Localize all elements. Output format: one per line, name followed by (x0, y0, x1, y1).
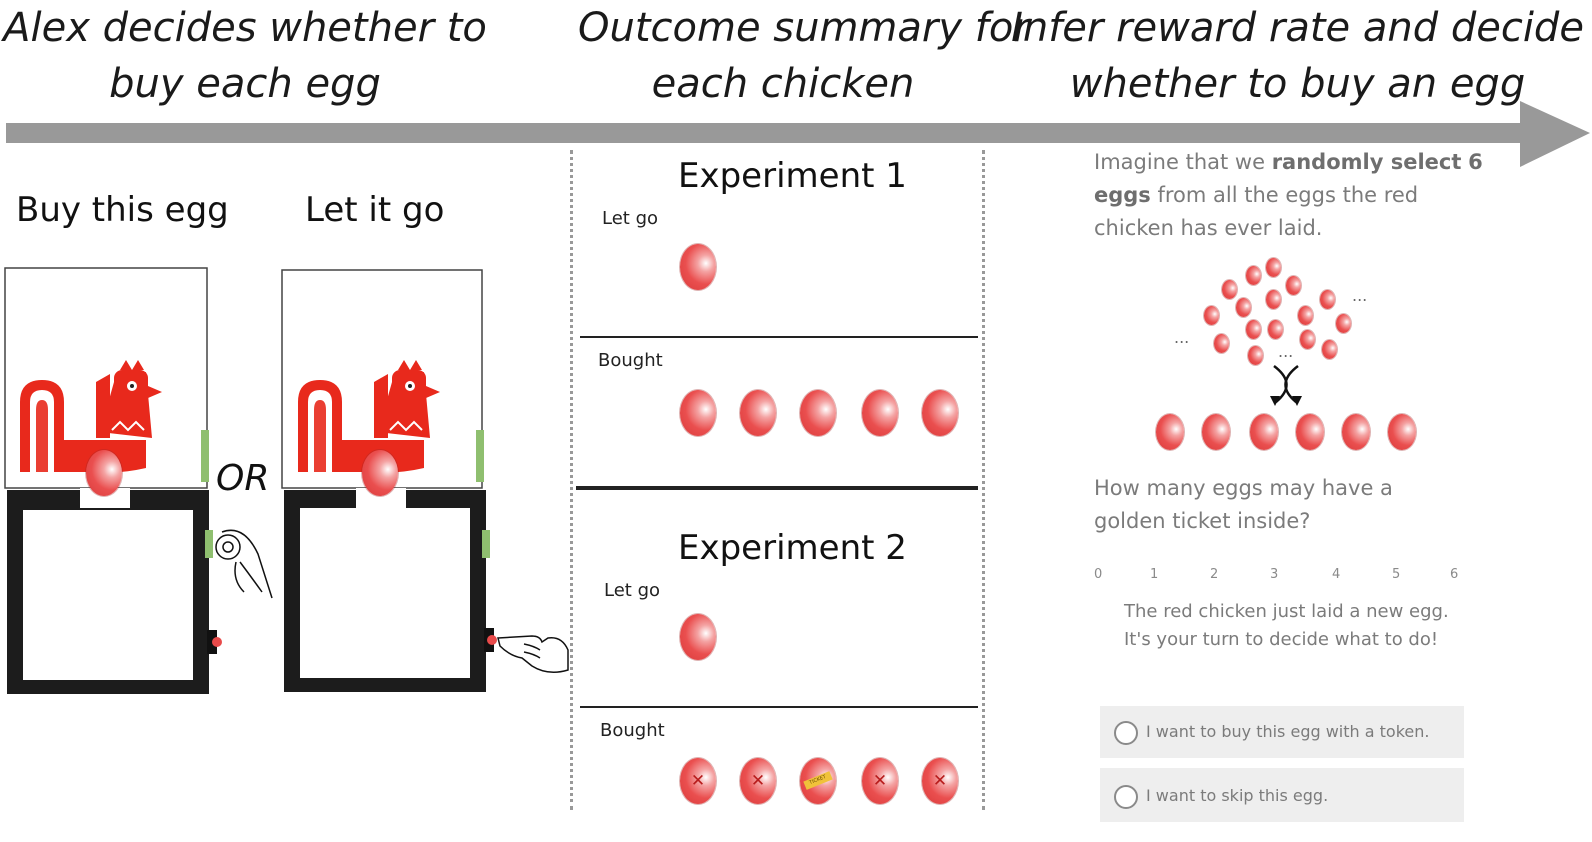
scale-tick-4[interactable]: 4 (1332, 567, 1341, 582)
divider-right (982, 150, 985, 810)
exp1-bought-label: Bought (598, 350, 663, 371)
x-mark-icon: ✕ (690, 771, 706, 791)
pool-egg-5 (1236, 298, 1251, 317)
scale-tick-2[interactable]: 2 (1210, 567, 1219, 582)
egg-exp1-bought-5 (922, 390, 958, 436)
egg-exp2-bought-5: ✕ (922, 758, 958, 804)
sampled-egg-6 (1388, 414, 1416, 450)
laid-egg-buy (86, 450, 122, 496)
experiment-2-title: Experiment 2 (678, 528, 907, 568)
x-mark-icon: ✕ (750, 771, 766, 791)
experiment-1-title: Experiment 1 (678, 156, 907, 196)
scale-tick-6[interactable]: 6 (1450, 567, 1459, 582)
pool-egg-13 (1214, 334, 1229, 353)
pool-ellipsis-right: ... (1352, 286, 1368, 305)
header-infer: Infer reward rate and decide whether to … (1011, 5, 1584, 107)
header-outcome: Outcome summary for each chicken (578, 5, 1030, 107)
intro-bold-count: 6 eggs (1094, 150, 1483, 207)
laid-egg-let-go (362, 450, 398, 496)
egg-exp2-bought-4: ✕ (862, 758, 898, 804)
sampled-egg-5 (1342, 414, 1370, 450)
choice-buy-label: I want to buy this egg with a token. (1146, 722, 1430, 741)
header-decide: Alex decides whether to buy each egg (3, 5, 487, 107)
choice-buy-option[interactable]: I want to buy this egg with a token. (1100, 706, 1464, 758)
divider-left (570, 150, 573, 810)
egg-machine-buy (4, 267, 273, 694)
exp2-let-go-label: Let go (604, 580, 661, 601)
sampled-egg-2 (1202, 414, 1230, 450)
let-go-title: Let it go (305, 190, 445, 230)
pool-ellipsis-bottom: ... (1278, 342, 1294, 361)
pool-egg-16 (1322, 340, 1337, 359)
x-mark-icon: ✕ (872, 771, 888, 791)
egg-exp2-let-go-1 (680, 614, 716, 660)
radio-skip[interactable] (1114, 785, 1138, 809)
pool-egg-9 (1298, 306, 1313, 325)
egg-machine-let-go (281, 269, 569, 692)
egg-exp1-bought-1 (680, 390, 716, 436)
pool-egg-4 (1286, 276, 1301, 295)
hand-pull-icon (215, 529, 273, 599)
pool-egg-11 (1268, 320, 1283, 339)
shuffle-icon (1270, 365, 1302, 406)
egg-exp1-bought-2 (740, 390, 776, 436)
radio-buy[interactable] (1114, 721, 1138, 745)
pool-egg-7 (1320, 290, 1335, 309)
pool-egg-12 (1336, 314, 1351, 333)
sampled-egg-4 (1296, 414, 1324, 450)
exp1-row-divider (580, 336, 978, 338)
or-label: OR (216, 458, 270, 499)
pool-egg-1 (1266, 258, 1281, 277)
exp1-let-go-label: Let go (602, 208, 659, 229)
buy-egg-title: Buy this egg (16, 190, 229, 230)
sampled-egg-1 (1156, 414, 1184, 450)
sampled-egg-3 (1250, 414, 1278, 450)
pool-egg-15 (1248, 346, 1263, 365)
exp2-bought-label: Bought (600, 720, 665, 741)
pool-ellipsis-left: ... (1174, 328, 1190, 347)
intro-bold-select: randomly select (1271, 150, 1462, 174)
scale-tick-0[interactable]: 0 (1094, 567, 1103, 582)
egg-exp1-bought-3 (800, 390, 836, 436)
hand-point-icon (497, 635, 569, 673)
pool-egg-3 (1222, 280, 1237, 299)
golden-ticket: TICKET (803, 771, 833, 790)
pool-egg-14 (1300, 330, 1315, 349)
pool-egg-8 (1204, 306, 1219, 325)
scale-tick-5[interactable]: 5 (1392, 567, 1401, 582)
choice-skip-label: I want to skip this egg. (1146, 786, 1329, 805)
decision-prompt: The red chicken just laid a new egg. It'… (1124, 601, 1449, 650)
scale-tick-3[interactable]: 3 (1270, 567, 1279, 582)
scale-tick-1[interactable]: 1 (1150, 567, 1159, 582)
choice-skip-option[interactable]: I want to skip this egg. (1100, 768, 1464, 822)
pool-egg-2 (1246, 266, 1261, 285)
egg-exp1-bought-4 (862, 390, 898, 436)
egg-exp2-bought-2: ✕ (740, 758, 776, 804)
survey-question: How many eggs may have a golden ticket i… (1094, 476, 1393, 533)
timeline-arrow (6, 101, 1590, 167)
pool-egg-10 (1246, 320, 1261, 339)
exp2-row-divider (580, 706, 978, 708)
egg-exp1-let-go-1 (680, 244, 716, 290)
egg-exp2-bought-3: TICKET (800, 758, 836, 804)
pool-egg-6 (1266, 290, 1281, 309)
experiment-divider (576, 486, 978, 490)
x-mark-icon: ✕ (932, 771, 948, 791)
egg-exp2-bought-1: ✕ (680, 758, 716, 804)
survey-intro: Imagine that we randomly select 6 eggs f… (1094, 150, 1483, 240)
